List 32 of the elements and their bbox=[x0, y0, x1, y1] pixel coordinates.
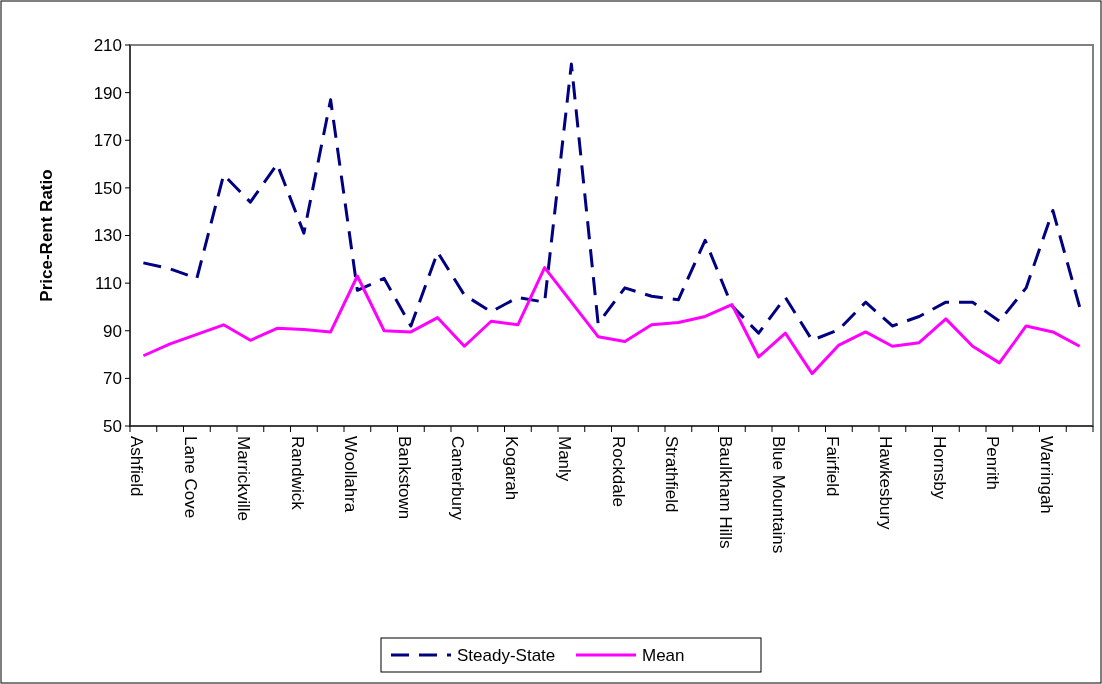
x-tick-label: Bankstown bbox=[394, 436, 414, 520]
y-tick-label: 170 bbox=[93, 131, 122, 151]
y-tick-label: 150 bbox=[93, 178, 122, 198]
x-tick-label: Marrickville bbox=[234, 436, 254, 521]
y-tick-label: 70 bbox=[103, 369, 122, 389]
y-tick-label: 210 bbox=[93, 35, 122, 55]
x-tick-label: Woollahra bbox=[341, 436, 361, 513]
x-tick-label: Kogarah bbox=[501, 436, 521, 501]
x-tick-label: Penrith bbox=[983, 436, 1003, 490]
x-tick-label: Blue Mountains bbox=[769, 436, 789, 554]
x-tick-label: Strathfield bbox=[662, 436, 682, 513]
x-tick-label: Warringah bbox=[1036, 436, 1056, 514]
line-series bbox=[141, 266, 1082, 376]
y-tick-label: 90 bbox=[103, 321, 122, 341]
x-tick-label: Hornsby bbox=[929, 436, 949, 500]
legend-label: Mean bbox=[642, 645, 685, 665]
legend-label: Steady-State bbox=[457, 645, 556, 665]
x-tick-label: Canterbury bbox=[448, 436, 468, 521]
y-tick-label: 190 bbox=[93, 83, 122, 103]
y-tick-label: 130 bbox=[93, 226, 122, 246]
x-tick-label: Rockdale bbox=[608, 436, 628, 507]
x-tick-label: Baulkham Hills bbox=[715, 436, 735, 549]
x-tick-label: Randwick bbox=[287, 436, 307, 511]
x-tick-label: Fairfield bbox=[822, 436, 842, 497]
y-tick-label: 50 bbox=[103, 416, 122, 436]
x-tick-label: Ashfield bbox=[127, 436, 147, 497]
x-tick-label: Manly bbox=[555, 436, 575, 482]
y-axis-title: Price-Rent Ratio bbox=[37, 169, 56, 302]
x-tick-label: Lane Cove bbox=[180, 436, 200, 519]
line-series bbox=[141, 62, 1082, 342]
x-tick-label: Hawkesbury bbox=[876, 436, 896, 531]
y-tick-label: 110 bbox=[94, 274, 122, 294]
